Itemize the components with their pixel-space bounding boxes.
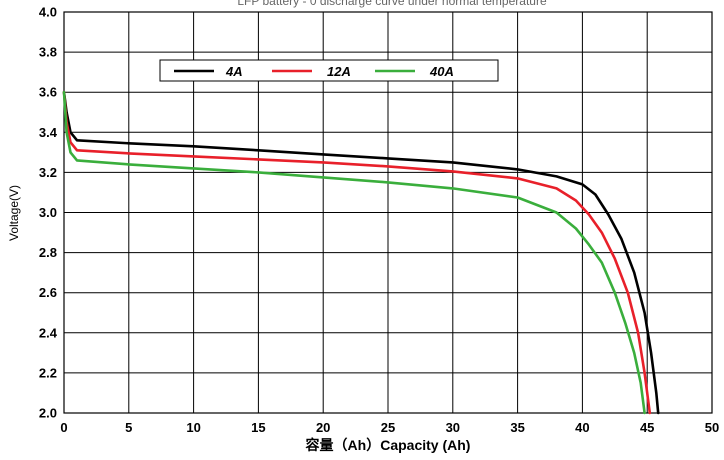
legend-label-4a: 4A <box>225 64 243 79</box>
legend-label-40a: 40A <box>429 64 454 79</box>
chart-title: LFP battery - 0 discharge curve under no… <box>237 0 547 8</box>
plot-frame <box>63 11 713 414</box>
y-tick-label: 2.2 <box>39 365 57 380</box>
y-tick-label: 3.6 <box>39 85 57 100</box>
y-tick-label: 3.8 <box>39 45 57 60</box>
x-tick-label: 30 <box>446 420 460 435</box>
x-tick-label: 0 <box>60 420 67 435</box>
x-tick-label: 15 <box>251 420 265 435</box>
y-tick-label: 2.4 <box>39 325 58 340</box>
y-tick-label: 3.2 <box>39 165 57 180</box>
y-tick-label: 2.6 <box>39 285 57 300</box>
x-tick-label: 50 <box>705 420 719 435</box>
x-tick-label: 25 <box>381 420 395 435</box>
legend-box <box>159 59 499 82</box>
y-tick-label: 3.0 <box>39 205 57 220</box>
x-tick-label: 5 <box>125 420 132 435</box>
y-tick-label: 3.4 <box>39 125 58 140</box>
x-tick-label: 20 <box>316 420 330 435</box>
x-axis-title: 容量（Ah）Capacity (Ah) <box>305 437 471 453</box>
y-tick-label: 4.0 <box>39 5 57 20</box>
y-tick-labels: 2.0 2.2 2.4 2.6 2.8 3.0 3.2 3.4 3.6 3.8 4.0 <box>39 5 58 421</box>
x-tick-label: 35 <box>510 420 524 435</box>
x-tick-label: 40 <box>575 420 589 435</box>
series-line-12a <box>62 90 652 415</box>
legend-label-12a: 12A <box>327 64 351 79</box>
curves <box>62 90 660 415</box>
series-line-4a <box>62 90 660 415</box>
y-tick-label: 2.8 <box>39 245 57 260</box>
x-tick-label: 10 <box>186 420 200 435</box>
x-tick-label: 45 <box>640 420 654 435</box>
y-axis-title: Voltage(V) <box>7 185 21 241</box>
series-line-40a <box>62 90 646 415</box>
y-tick-label: 2.0 <box>39 406 57 421</box>
legend: 4A 12A 40A <box>159 59 499 82</box>
x-tick-labels: 0 5 10 15 20 25 30 35 40 45 50 <box>60 420 719 435</box>
